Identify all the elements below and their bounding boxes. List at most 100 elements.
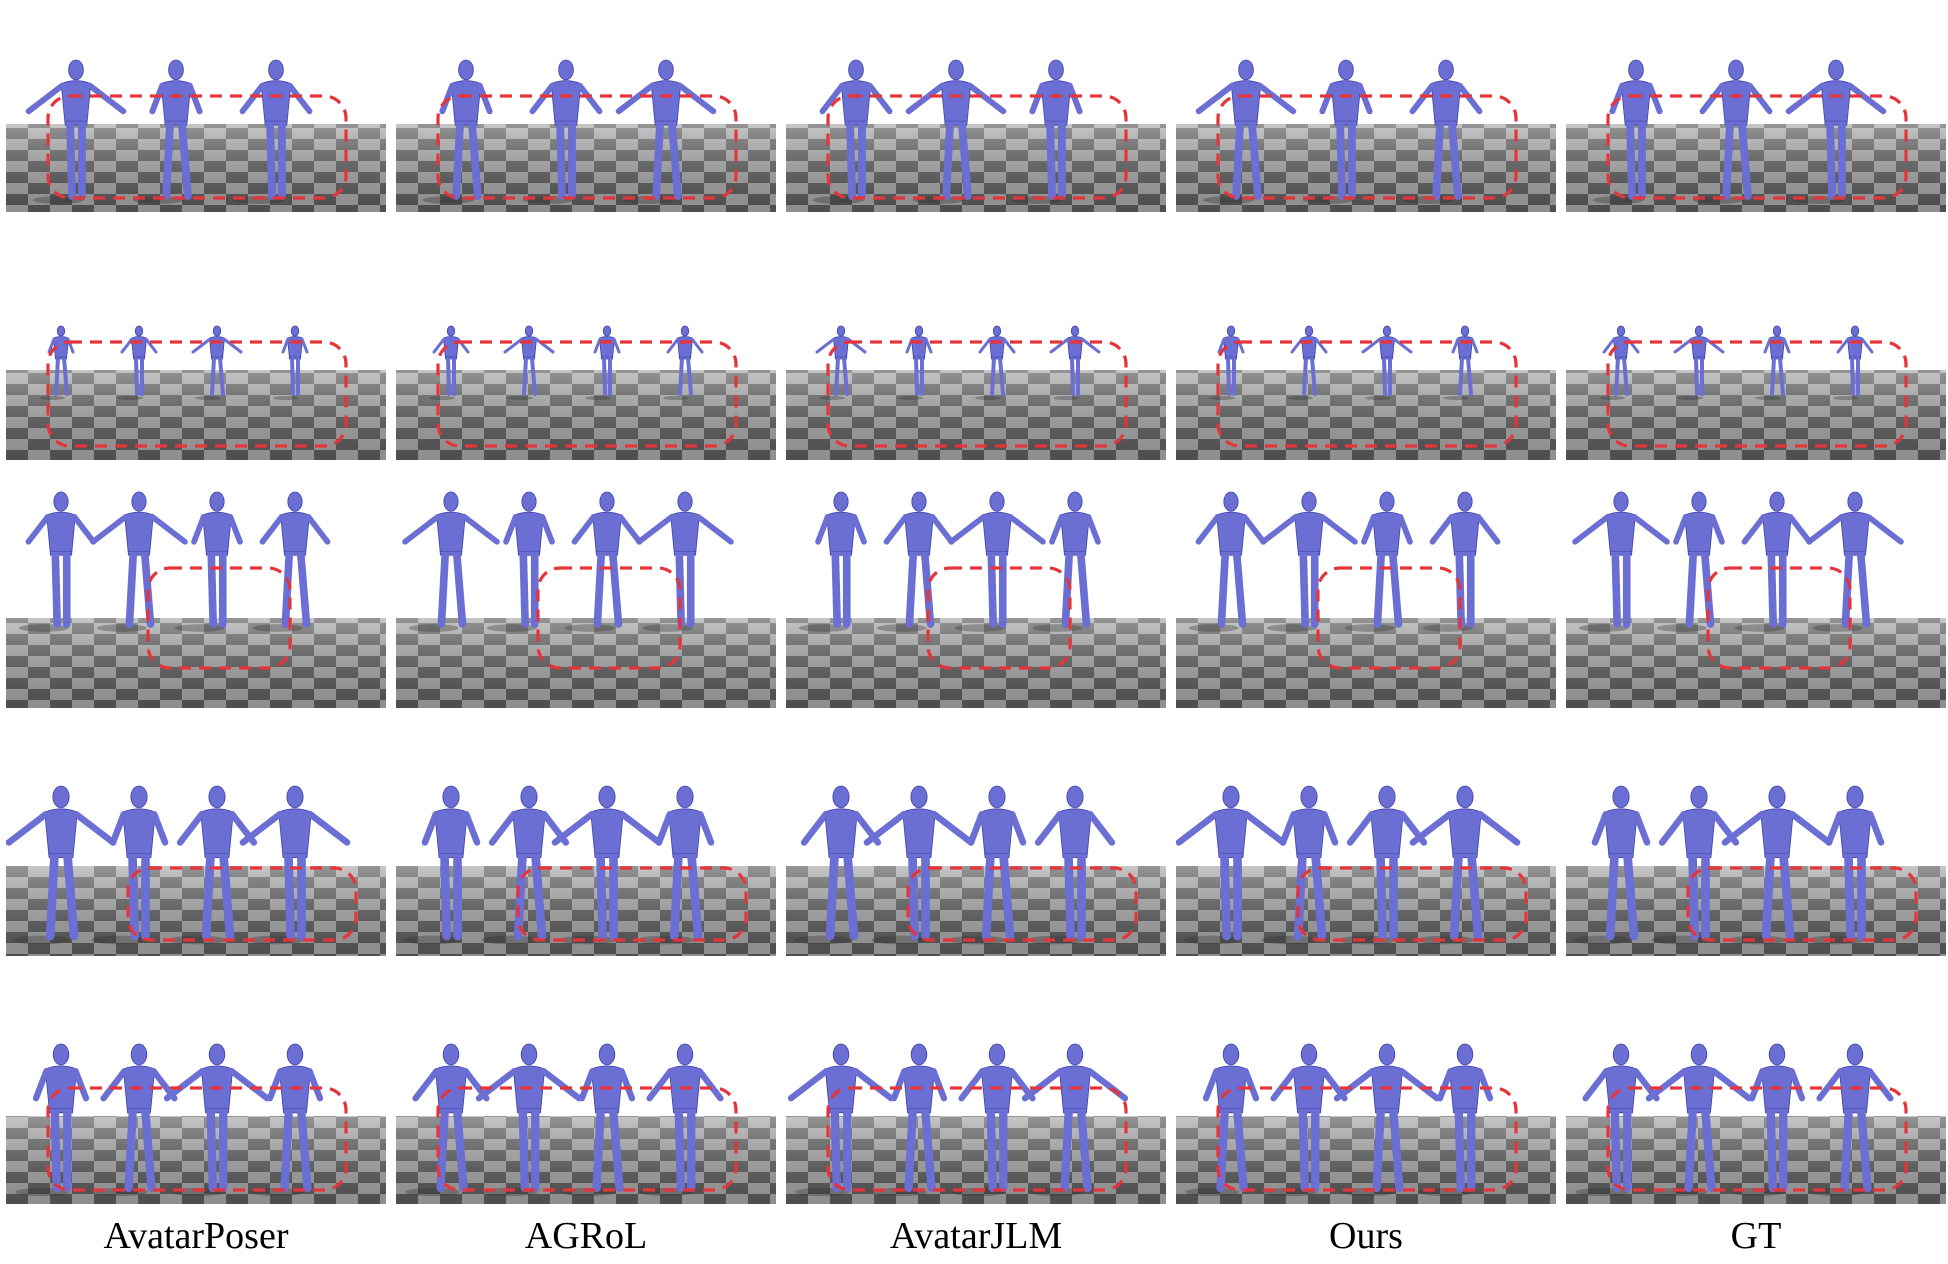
avatar-figure	[174, 491, 243, 632]
highlight-box	[46, 340, 348, 448]
render-panel	[1176, 40, 1556, 212]
render-panel	[1566, 1018, 1946, 1204]
avatar-figure	[1027, 785, 1116, 945]
avatar-figure	[1176, 785, 1287, 945]
avatar-figure	[1734, 491, 1813, 632]
highlight-box	[436, 340, 738, 448]
highlight-box	[926, 566, 1072, 670]
avatar-figure	[1651, 785, 1740, 945]
avatar-figure	[1656, 491, 1725, 632]
render-panel	[6, 1018, 386, 1204]
avatar-figure	[1572, 491, 1670, 632]
highlight-box	[1316, 566, 1462, 670]
avatar-figure	[1260, 491, 1358, 632]
highlight-box	[126, 866, 358, 942]
avatar-figure	[1261, 785, 1339, 945]
render-panel	[396, 1018, 776, 1204]
avatar-figure	[25, 59, 127, 204]
avatar-figure	[6, 785, 117, 945]
highlight-box	[436, 1086, 738, 1192]
render-panel	[786, 318, 1166, 460]
avatar-figure	[905, 59, 1007, 204]
avatar-figure	[615, 59, 717, 204]
avatar-figure	[39, 325, 75, 400]
avatar-figure	[949, 785, 1027, 945]
avatar-figure	[1721, 785, 1833, 945]
highlight-box	[436, 94, 738, 200]
avatar-figure	[90, 491, 188, 632]
avatar-figure	[636, 491, 734, 632]
render-panel	[1176, 480, 1556, 708]
highlight-box	[826, 1086, 1128, 1192]
avatar-figure	[793, 785, 882, 945]
column-label: Ours	[1329, 1215, 1403, 1257]
avatar-figure	[1806, 491, 1904, 632]
highlight-box	[906, 866, 1138, 942]
avatar-figure	[1592, 59, 1663, 204]
render-panel	[396, 480, 776, 708]
avatar-figure	[1785, 59, 1887, 204]
avatar-figure	[1402, 59, 1483, 204]
highlight-box	[1216, 1086, 1518, 1192]
avatar-figure	[948, 491, 1046, 632]
highlight-box	[1606, 1086, 1908, 1192]
avatar-figure	[1185, 1043, 1260, 1197]
avatar-figure	[191, 325, 243, 400]
avatar-figure	[1195, 59, 1297, 204]
avatar-figure	[1032, 491, 1101, 632]
render-panel	[786, 40, 1166, 212]
render-panel	[1176, 318, 1556, 460]
avatar-figure	[1344, 491, 1413, 632]
highlight-box	[1606, 340, 1908, 448]
render-panel	[396, 778, 776, 956]
render-panel	[6, 480, 386, 708]
avatar-figure	[18, 491, 97, 632]
avatar-figure	[787, 1043, 895, 1197]
render-panel	[1566, 480, 1946, 708]
avatar-figure	[1807, 785, 1885, 945]
avatar-figure	[1188, 491, 1267, 632]
highlight-box	[826, 94, 1128, 200]
column-label: AGRoL	[524, 1215, 648, 1257]
avatar-figure	[422, 59, 493, 204]
avatar-figure	[91, 785, 169, 945]
highlight-box	[1296, 866, 1528, 942]
render-panel	[786, 778, 1166, 956]
avatar-figure	[1422, 491, 1501, 632]
avatar-figure	[132, 59, 203, 204]
avatar-figure	[405, 1043, 490, 1197]
avatar-figure	[637, 785, 715, 945]
avatar-figure	[232, 59, 313, 204]
avatar-figure	[252, 491, 331, 632]
render-panel	[6, 40, 386, 212]
avatar-figure	[403, 785, 481, 945]
avatar-figure	[897, 325, 933, 400]
avatar-figure	[273, 325, 309, 400]
avatar-figure	[249, 1043, 324, 1197]
avatar-figure	[876, 491, 955, 632]
avatar-figure	[812, 59, 893, 204]
avatar-figure	[561, 1043, 636, 1197]
avatar-figure	[1599, 325, 1640, 400]
highlight-box	[826, 340, 1128, 448]
highlight-box	[1216, 94, 1518, 200]
avatar-figure	[564, 491, 643, 632]
render-panel	[396, 40, 776, 212]
avatar-figure	[1575, 1043, 1660, 1197]
render-panel	[6, 778, 386, 956]
render-panel	[786, 480, 1166, 708]
avatar-figure	[1263, 1043, 1348, 1197]
avatar-figure	[1409, 785, 1521, 945]
render-panel	[1566, 318, 1946, 460]
column-label: AvatarPoser	[103, 1215, 289, 1257]
highlight-box	[46, 94, 348, 200]
avatar-figure	[239, 785, 351, 945]
avatar-figure	[15, 1043, 90, 1197]
highlight-box	[516, 866, 748, 942]
avatar-figure	[1302, 59, 1373, 204]
avatar-figure	[522, 59, 603, 204]
column-label: AvatarJLM	[889, 1215, 1063, 1257]
render-panel	[6, 318, 386, 460]
render-panel	[1566, 40, 1946, 212]
